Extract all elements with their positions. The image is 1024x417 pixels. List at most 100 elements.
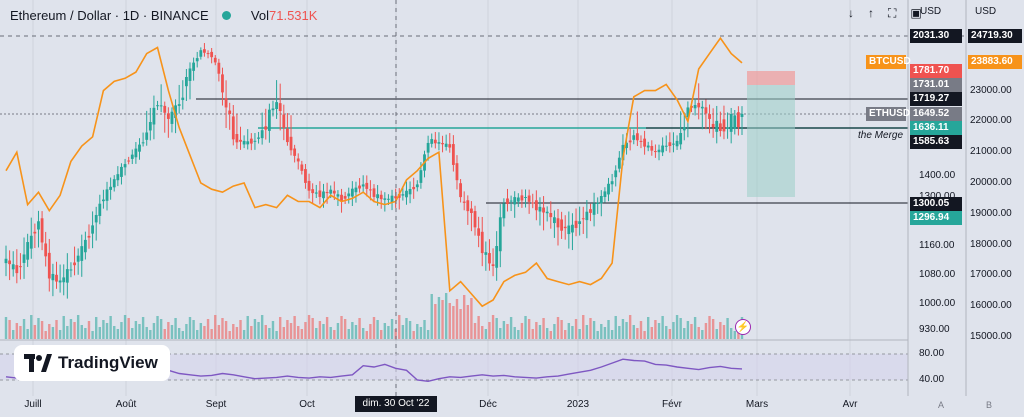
volume-bar	[8, 320, 11, 339]
volume-bar	[509, 317, 513, 339]
volume-bar	[210, 329, 213, 339]
volume-bar	[188, 317, 192, 339]
candle-body	[26, 242, 30, 260]
candle-body	[379, 194, 383, 200]
volume-bar	[628, 315, 632, 339]
flash-icon[interactable]: ⚡	[735, 319, 751, 335]
volume-bar	[44, 331, 47, 339]
volume-bar	[300, 329, 304, 339]
volume-bar	[600, 324, 603, 339]
candle-body	[163, 105, 167, 113]
candle-body	[192, 62, 196, 71]
volume-bar	[66, 326, 69, 339]
volume-bars	[4, 293, 744, 339]
candle-body	[203, 49, 206, 53]
volume-bar	[683, 328, 686, 339]
candle-body	[682, 127, 686, 131]
eth-axis-tick: 1160.00	[919, 240, 955, 251]
volume-bar	[408, 321, 412, 339]
volume-bar	[715, 329, 718, 339]
candle-body	[239, 139, 242, 142]
candle-body	[571, 224, 574, 233]
candle-body	[210, 51, 214, 58]
volume-bar	[293, 316, 296, 339]
volume-bar	[199, 323, 203, 339]
volume-bar	[26, 329, 29, 339]
btc-axis-currency[interactable]: USD	[975, 6, 997, 17]
candle-body	[433, 139, 437, 144]
camera-icon[interactable]: ▣	[910, 6, 922, 20]
candle-body	[166, 113, 170, 119]
candle-body	[715, 120, 719, 132]
auto-scale-button[interactable]: A	[938, 400, 945, 410]
volume-bar	[679, 318, 682, 339]
volume-bar	[729, 328, 733, 339]
volume-bar	[719, 322, 722, 339]
position-box[interactable]	[747, 71, 795, 197]
price-tag-23883-60: 23883.60	[968, 55, 1022, 69]
price-tag-1719-27: 1719.27	[910, 92, 962, 106]
price-tag-btcusd: BTCUSD	[866, 55, 911, 69]
candle-body	[365, 182, 369, 189]
volume-bar	[639, 321, 643, 339]
eth-axis-tick: 1080.00	[919, 269, 956, 280]
candle-body	[33, 231, 37, 234]
price-tag-2031-30: 2031.30	[910, 29, 962, 43]
volume-bar	[156, 316, 159, 339]
candle-body	[607, 183, 610, 195]
volume-bar	[354, 325, 358, 339]
volume-bar	[473, 323, 477, 339]
candle-body	[394, 196, 398, 199]
volume-bar	[264, 325, 267, 339]
volume-bar	[722, 325, 726, 339]
candle-body	[242, 140, 246, 145]
volume-bar	[589, 318, 592, 339]
eth-axis-tick: 1000.00	[919, 298, 956, 309]
candle-body	[574, 220, 578, 228]
volume-bar	[224, 321, 228, 339]
top-toolbar: ↓ ↑ ⛶ ▣	[848, 6, 936, 21]
candle-body	[271, 108, 275, 111]
volume-bar	[123, 315, 127, 339]
candle-body	[120, 166, 123, 177]
volume-bar	[538, 325, 542, 339]
arrow-down-icon[interactable]: ↓	[848, 6, 854, 20]
volume-bar	[174, 318, 177, 339]
candle-body	[47, 252, 51, 279]
merge-annotation: the Merge	[858, 130, 904, 141]
eth-axis-currency[interactable]: USD	[920, 6, 942, 17]
volume-bar	[246, 316, 249, 339]
volume-bar	[441, 300, 444, 339]
candle-body	[491, 264, 495, 267]
volume-bar	[491, 315, 495, 339]
candle-body	[105, 189, 109, 201]
candle-body	[343, 196, 347, 199]
volume-bar	[419, 327, 423, 339]
candle-body	[148, 121, 152, 131]
volume-bar	[159, 319, 163, 339]
volume-label: Vol	[250, 8, 269, 23]
volume-bar	[726, 318, 729, 339]
volume-bar	[232, 324, 235, 339]
candle-body	[711, 123, 715, 128]
volume-bar	[98, 327, 102, 339]
time-axis-tick: Oct	[299, 399, 315, 410]
candle-body	[260, 130, 264, 139]
candle-body	[329, 189, 333, 194]
candle-body	[253, 140, 257, 142]
symbol-header[interactable]: Ethereum / Dollar · 1D · BINANCE Vol71.5…	[10, 8, 317, 23]
arrow-up-icon[interactable]: ↑	[868, 6, 874, 20]
volume-bar	[585, 325, 589, 339]
volume-bar	[242, 330, 246, 339]
candle-body	[390, 195, 394, 203]
candle-body	[325, 191, 329, 194]
candle-body	[152, 107, 156, 125]
fullscreen-icon[interactable]: ⛶	[888, 6, 897, 20]
volume-bar	[55, 320, 58, 339]
btc-overlay-line	[5, 36, 743, 308]
candle-body	[87, 235, 91, 238]
volume-bar	[657, 323, 661, 339]
log-scale-button[interactable]: B	[986, 400, 993, 410]
volume-bar	[621, 319, 625, 339]
